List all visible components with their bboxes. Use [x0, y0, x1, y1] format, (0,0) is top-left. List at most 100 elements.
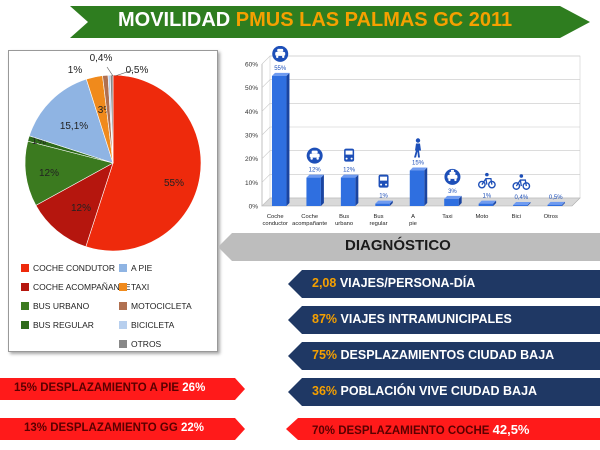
pie-slice-label: 12% [39, 168, 59, 179]
pie-slice-label: 0,4% [90, 53, 113, 64]
bar-value-label: 3% [448, 189, 457, 195]
legend-item: OTROS [119, 339, 161, 349]
banner-gg-text: 13% DESPLAZAMIENTO GG [24, 422, 181, 434]
car-icon [306, 147, 323, 164]
bar [478, 203, 494, 206]
pie-slice-label: 55% [164, 178, 184, 189]
bar [271, 75, 287, 206]
bar [444, 198, 459, 206]
legend-item: TAXI [119, 282, 149, 292]
y-tick-label: 0% [249, 204, 259, 211]
stat-value: 2,08 [312, 276, 337, 290]
pie-slice-label: 3% [98, 105, 113, 116]
diagnostico-label: DIAGNÓSTICO [345, 237, 451, 254]
bus-icon [344, 148, 355, 162]
page-title-part1: MOVILIDAD [118, 9, 236, 31]
stat-banner-bg [288, 306, 600, 334]
page-title-part2: PMUS LAS PALMAS GC 2011 [235, 9, 513, 31]
leader-line [106, 66, 114, 77]
banner-gg-value: 22% [180, 422, 205, 434]
legend-label: BUS REGULAR [33, 320, 94, 330]
bar-chart: 0% 10% 20% 30% 40% 50% 60% 55% Coche conductor 12%… [245, 46, 581, 227]
banner-pie: 15% DESPLAZAMIENTO A PIE 26% [14, 382, 205, 394]
x-tick-label: Coche acompañante [292, 214, 327, 227]
gridline [261, 103, 580, 112]
bar [547, 204, 563, 206]
stat-banner-bg [288, 270, 600, 298]
banner-pie-text: 15% DESPLAZAMIENTO A PIE [14, 382, 183, 394]
bar-value-label: 15% [412, 161, 425, 167]
gridline [261, 174, 580, 183]
bar-value-label: 12% [309, 168, 322, 174]
y-tick-label: 60% [245, 62, 258, 69]
bar-top [513, 202, 531, 206]
legend-item: A PIE [119, 263, 152, 273]
stat-value: 75% [312, 348, 338, 362]
x-tick-label: Bici [512, 214, 521, 220]
bar-value-label: 1% [379, 194, 388, 200]
legend-label: COCHE ACOMPAÑANTE [33, 282, 131, 292]
y-tick-label: 10% [245, 180, 258, 187]
x-tick-label: Coche conductor [262, 214, 288, 227]
pie-slice [28, 78, 114, 164]
legend-label: BICICLETA [131, 320, 175, 330]
gridline [261, 79, 580, 88]
pie-slice-label: 1% [32, 136, 47, 147]
pie-slice-label: 12% [71, 203, 91, 214]
legend-item: BICICLETA [119, 320, 174, 330]
stat-text: POBLACIÓN VIVE CIUDAD BAJA [337, 384, 538, 398]
y-tick-label: 20% [245, 156, 258, 163]
legend-swatch [119, 283, 127, 291]
pie-slice [24, 140, 114, 206]
stat-text: VIAJES INTRAMUNICIPALES [337, 312, 512, 326]
bar-top [409, 167, 428, 171]
pedestrian-icon [414, 138, 421, 158]
banner-gg-bg [0, 418, 245, 440]
bar-value-label: 55% [274, 66, 287, 72]
bus-icon [378, 174, 389, 188]
bar-top [375, 200, 393, 204]
legend-swatch [119, 264, 127, 272]
diagnostico-banner-bg [218, 233, 600, 261]
bar-top [547, 201, 566, 205]
legend-swatch [21, 302, 29, 310]
pie-slice [85, 74, 202, 252]
bar-side [527, 202, 531, 206]
pie-slice-label: 15,1% [60, 121, 88, 132]
motorcycle-icon [477, 172, 496, 189]
legend-label: TAXI [131, 282, 150, 292]
gridline [261, 197, 580, 207]
legend-label: OTROS [131, 339, 162, 349]
banner-pie-bg [0, 378, 245, 400]
banner-gg: 13% DESPLAZAMIENTO GG 22% [24, 422, 204, 434]
y-tick-label: 50% [245, 85, 258, 92]
legend-swatch [21, 321, 29, 329]
stat-banner-bg [288, 342, 600, 370]
banner-coche: 70% DESPLAZAMIENTO COCHE 42,5% [312, 422, 530, 437]
page-title: MOVILIDAD PMUS LAS PALMAS GC 2011 [118, 9, 512, 32]
pie-chart-panel: 55% 12% 12% 1% 15,1% 3% 1% 0,4% 0,5% COCHE CONDU… [8, 50, 218, 352]
legend-item: MOTOCICLETA [119, 301, 192, 311]
legend-item: BUS URBANO [21, 301, 89, 311]
legend-item: BUS REGULAR [21, 320, 94, 330]
banner-coche-text: 70% DESPLAZAMIENTO COCHE [312, 425, 493, 437]
x-tick-label: Bus regular [370, 214, 388, 227]
bar-value-label: 0,5% [549, 195, 563, 201]
x-tick-label: Otros [544, 214, 558, 220]
bar-side [355, 174, 359, 206]
legend-swatch [21, 264, 29, 272]
taxi-icon [444, 168, 461, 185]
stat-value: 87% [312, 312, 338, 326]
pie-chart: 55% 12% 12% 1% 15,1% 3% 1% 0,4% 0,5% [24, 53, 202, 252]
gridline [261, 150, 580, 159]
legend-item: COCHE CONDUTOR [21, 263, 115, 273]
stat-text: DESPLAZAMIENTOS CIUDAD BAJA [337, 348, 555, 362]
pie-slice-label: 1% [68, 65, 83, 76]
stat-banner: 36% POBLACIÓN VIVE CIUDAD BAJA [312, 384, 537, 398]
bar-side [493, 200, 497, 206]
bar [375, 203, 390, 206]
y-tick-label: 40% [245, 109, 258, 116]
gridline [261, 55, 580, 65]
bar-side [320, 174, 324, 206]
